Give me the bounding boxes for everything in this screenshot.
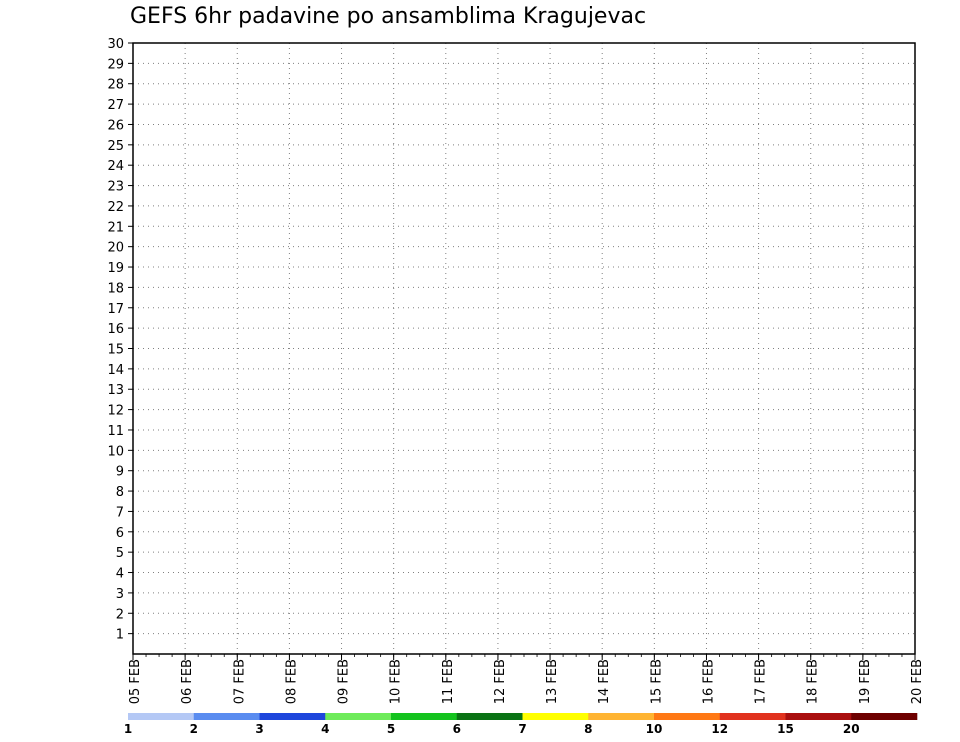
legend-swatch [654,713,721,720]
y-tick-label: 14 [107,363,124,378]
legend-label: 6 [452,722,461,736]
y-tick-label: 9 [116,465,124,480]
y-tick-label: 15 [107,343,124,358]
legend-label: 2 [189,722,198,736]
legend-swatch [128,713,195,720]
y-tick-label: 19 [107,261,124,276]
legend-swatch [785,713,852,720]
x-tick-label: 11 FEB [441,659,456,704]
x-tick-label: 10 FEB [389,659,404,704]
y-tick-label: 24 [107,159,124,174]
y-tick-label: 4 [116,567,124,582]
legend-swatch [588,713,655,720]
y-tick-label: 25 [107,139,124,154]
legend-label: 7 [518,722,527,736]
y-tick-label: 20 [107,241,124,256]
legend-label: 20 [842,722,860,736]
y-tick-label: 7 [116,505,124,520]
y-tick-label: 22 [107,200,124,215]
legend-label: 15 [777,722,794,736]
legend-label: 5 [386,722,396,736]
legend-swatch [719,713,786,720]
y-tick-label: 2 [116,607,124,622]
x-tick-label: 09 FEB [337,659,352,704]
legend-label: 10 [645,722,663,736]
y-tick-label: 26 [107,118,124,133]
y-tick-label: 6 [116,526,124,541]
legend-swatch [456,713,523,720]
y-tick-label: 21 [107,220,124,235]
legend-swatch [851,713,918,720]
y-tick-label: 12 [107,404,124,419]
y-tick-label: 23 [107,180,124,195]
y-tick-label: 17 [107,302,124,317]
y-tick-label: 11 [107,424,124,439]
y-tick-label: 28 [107,78,124,93]
x-tick-label: 17 FEB [754,659,769,704]
y-tick-label: 18 [107,281,124,296]
x-tick-label: 18 FEB [806,659,821,704]
x-tick-label: 15 FEB [649,659,664,704]
x-tick-label: 20 FEB [910,659,925,704]
legend-swatch [193,713,260,720]
y-tick-label: 27 [107,98,124,113]
x-tick-label: 19 FEB [858,659,873,704]
legend-label: 1 [123,722,133,736]
legend-swatch [522,713,589,720]
x-tick-label: 12 FEB [493,659,508,704]
x-tick-label: 14 FEB [597,659,612,704]
y-tick-label: 10 [107,444,124,459]
x-tick-label: 16 FEB [701,659,716,704]
y-tick-label: 30 [107,37,124,52]
legend-label: 4 [321,722,330,736]
x-tick-label: 13 FEB [545,659,560,704]
chart-title: GEFS 6hr padavine po ansamblima Kragujev… [130,4,647,29]
y-tick-label: 16 [107,322,124,337]
x-tick-label: 07 FEB [232,659,247,704]
y-tick-label: 13 [107,383,124,398]
x-tick-label: 08 FEB [284,659,299,704]
legend-swatch [325,713,392,720]
legend-label: 8 [584,722,593,736]
legend-label: 12 [711,722,729,736]
legend-label: 3 [255,722,264,736]
x-tick-label: 05 FEB [128,659,143,704]
legend-swatch [391,713,458,720]
y-tick-label: 1 [116,628,124,643]
y-tick-label: 29 [107,57,124,72]
y-tick-label: 5 [116,546,124,561]
legend-swatch [259,713,326,720]
y-tick-label: 3 [116,587,124,602]
x-tick-label: 06 FEB [180,659,195,704]
y-tick-label: 8 [116,485,124,500]
